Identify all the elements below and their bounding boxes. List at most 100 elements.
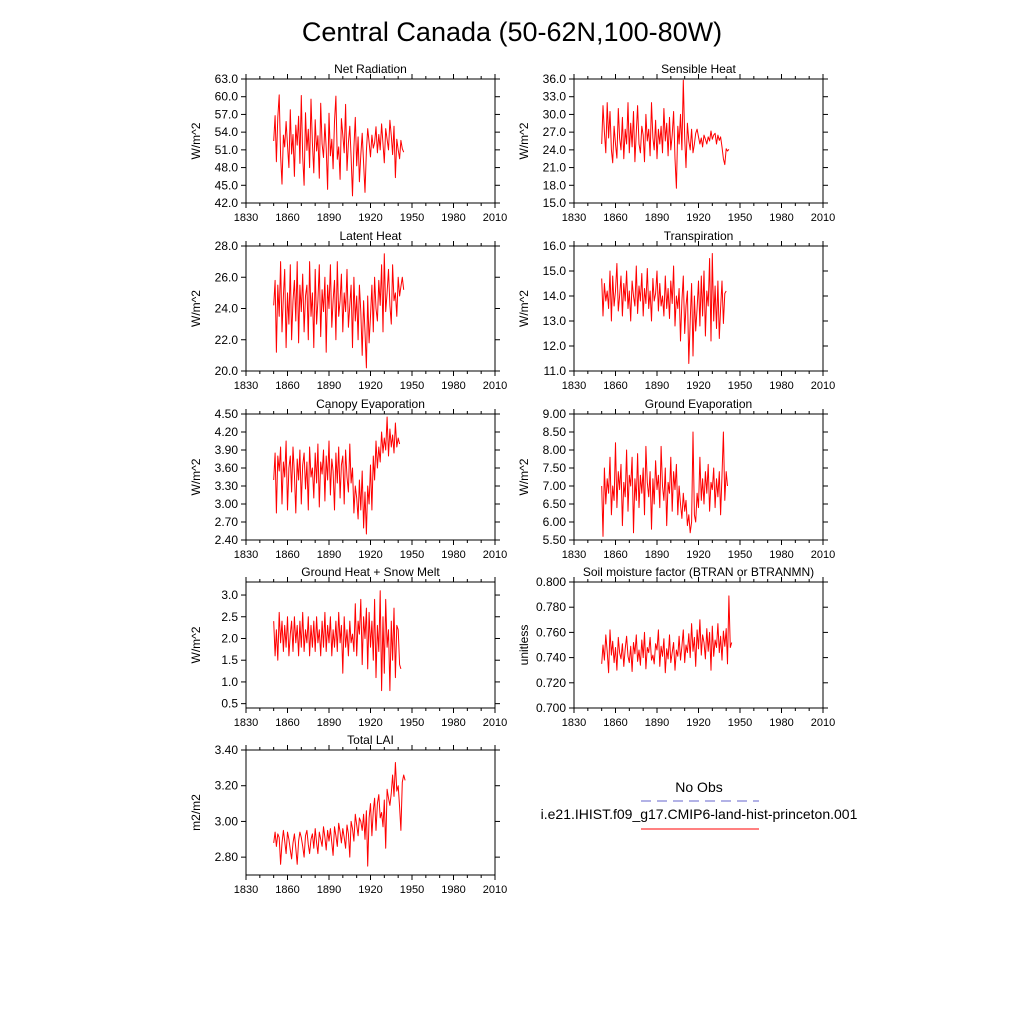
series-line	[601, 595, 733, 674]
x-tick-label: 1950	[400, 717, 424, 729]
panel-title: Ground Heat + Snow Melt	[301, 565, 440, 579]
panel-8: 1830 1860 1890 1920 1950 1980 2010 0.700 0.720 0.…	[517, 565, 835, 729]
series-line	[273, 94, 405, 197]
y-tick-label: 24.0	[543, 143, 567, 157]
y-tick-label: 8.00	[543, 443, 567, 457]
y-tick-label: 2.80	[215, 850, 239, 864]
x-tick-label: 1860	[603, 549, 627, 561]
x-tick-label: 1950	[728, 212, 752, 224]
x-tick-label: 2010	[811, 549, 835, 561]
x-tick-label: 1950	[400, 884, 424, 896]
panel-6: 1830 1860 1890 1920 1950 1980 2010 5.50 6.00 6.50…	[517, 397, 835, 561]
y-axis-label: W/m^2	[189, 626, 203, 663]
y-tick-label: 0.5	[221, 697, 238, 711]
y-tick-label: 3.60	[215, 461, 239, 475]
y-axis-label: W/m^2	[517, 290, 531, 327]
panel-9: 1830 1860 1890 1920 1950 1980 2010 2.80 3.00 3.20…	[189, 733, 507, 896]
y-tick-label: 24.0	[215, 302, 239, 316]
x-tick-label: 1950	[400, 380, 424, 392]
y-tick-label: 18.0	[543, 178, 567, 192]
x-tick-label: 2010	[483, 212, 507, 224]
x-tick-label: 1830	[562, 549, 586, 561]
x-tick-label: 2010	[811, 717, 835, 729]
panel-7: 1830 1860 1890 1920 1950 1980 2010 0.5 1.0 1.5 2.0…	[189, 565, 507, 729]
x-tick-label: 1860	[603, 717, 627, 729]
y-tick-label: 26.0	[215, 270, 239, 284]
y-tick-label: 42.0	[215, 196, 239, 210]
panel-title: Soil moisture factor (BTRAN or BTRANMN)	[583, 565, 814, 579]
x-tick-label: 1920	[686, 717, 710, 729]
x-tick-label: 1980	[441, 212, 465, 224]
y-tick-label: 0.740	[536, 651, 566, 665]
x-tick-label: 1890	[317, 212, 341, 224]
y-tick-label: 33.0	[543, 90, 567, 104]
panel-title: Canopy Evaporation	[316, 397, 425, 411]
x-tick-label: 1830	[234, 549, 258, 561]
series-line	[601, 79, 730, 189]
y-tick-label: 15.0	[543, 264, 567, 278]
x-tick-label: 1830	[234, 380, 258, 392]
legend: No Obs i.e21.IHIST.f09_g17.CMIP6-land-hi…	[541, 779, 858, 830]
y-tick-label: 2.70	[215, 515, 239, 529]
y-tick-label: 6.50	[543, 497, 567, 511]
x-tick-label: 1890	[317, 884, 341, 896]
y-tick-label: 51.0	[215, 143, 239, 157]
y-tick-label: 6.00	[543, 515, 567, 529]
panel-title: Sensible Heat	[661, 62, 736, 76]
x-tick-label: 2010	[483, 884, 507, 896]
x-tick-label: 1890	[645, 549, 669, 561]
x-tick-label: 1860	[275, 884, 299, 896]
y-tick-label: 2.40	[215, 533, 239, 547]
y-tick-label: 21.0	[543, 161, 567, 175]
x-tick-label: 1920	[358, 212, 382, 224]
y-tick-label: 15.0	[543, 196, 567, 210]
series-line	[273, 762, 406, 867]
y-tick-label: 28.0	[215, 239, 239, 253]
x-tick-label: 1860	[275, 549, 299, 561]
y-tick-label: 57.0	[215, 107, 239, 121]
y-tick-label: 13.0	[543, 314, 567, 328]
y-tick-label: 7.00	[543, 479, 567, 493]
x-tick-label: 1920	[358, 717, 382, 729]
y-tick-label: 3.40	[215, 743, 239, 757]
y-tick-label: 4.50	[215, 407, 239, 421]
y-tick-label: 12.0	[543, 339, 567, 353]
y-tick-label: 3.20	[215, 779, 239, 793]
x-tick-label: 1830	[562, 212, 586, 224]
figure-title: Central Canada (50-62N,100-80W)	[302, 17, 722, 47]
y-tick-label: 45.0	[215, 178, 239, 192]
y-tick-label: 36.0	[543, 72, 567, 86]
y-tick-label: 4.20	[215, 425, 239, 439]
x-tick-label: 1980	[441, 380, 465, 392]
x-tick-label: 1830	[234, 884, 258, 896]
y-tick-label: 1.5	[221, 653, 238, 667]
y-tick-label: 16.0	[543, 239, 567, 253]
x-tick-label: 1830	[234, 212, 258, 224]
y-tick-label: 7.50	[543, 461, 567, 475]
y-tick-label: 2.5	[221, 610, 238, 624]
x-tick-label: 1920	[686, 380, 710, 392]
y-tick-label: 30.0	[543, 107, 567, 121]
x-tick-label: 2010	[483, 549, 507, 561]
series-line	[601, 253, 727, 364]
y-axis-label: W/m^2	[189, 122, 203, 159]
y-tick-label: 3.30	[215, 479, 239, 493]
x-tick-label: 1890	[645, 380, 669, 392]
y-tick-label: 3.00	[215, 497, 239, 511]
x-tick-label: 1860	[275, 380, 299, 392]
legend-obs-label: No Obs	[675, 779, 722, 795]
x-tick-label: 1980	[441, 884, 465, 896]
y-tick-label: 11.0	[544, 364, 567, 378]
x-tick-label: 1890	[645, 212, 669, 224]
x-tick-label: 1830	[562, 717, 586, 729]
y-tick-label: 14.0	[543, 289, 567, 303]
y-axis-label: W/m^2	[189, 458, 203, 495]
y-tick-label: 8.50	[543, 425, 567, 439]
y-tick-label: 60.0	[215, 90, 239, 104]
y-tick-label: 22.0	[215, 333, 239, 347]
panels: 1830 1860 1890 1920 1950 1980 2010 42.0 45.0 48.0…	[189, 62, 835, 896]
y-axis-label: W/m^2	[189, 290, 203, 327]
x-tick-label: 1920	[358, 884, 382, 896]
x-tick-label: 1950	[728, 549, 752, 561]
